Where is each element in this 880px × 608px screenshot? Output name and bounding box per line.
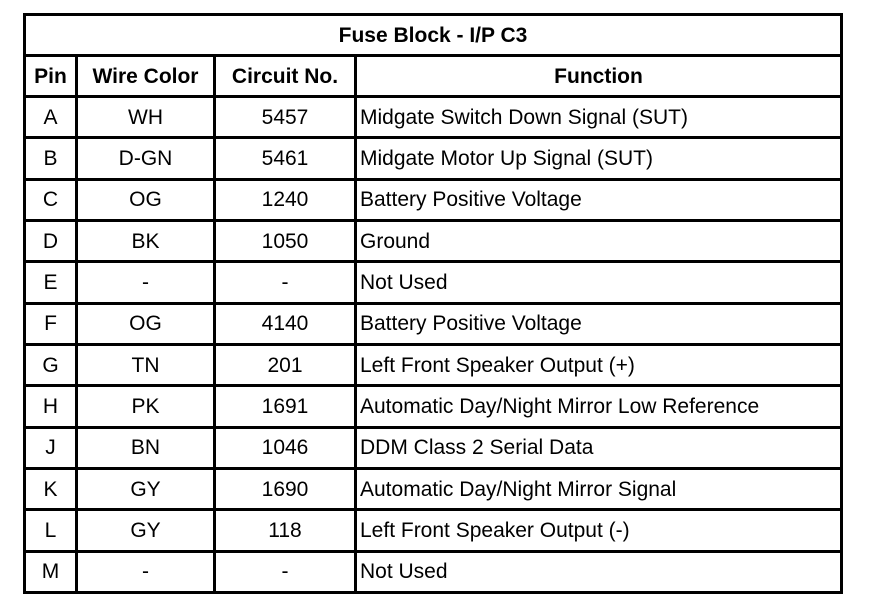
pin-cell: E (23, 260, 78, 305)
pin-cell: B (23, 136, 78, 181)
wire-color-cell: - (75, 549, 216, 595)
table-row: K GY 1690 Automatic Day/Night Mirror Signal (23, 466, 843, 512)
wire-color-cell: GY (75, 508, 216, 553)
function-cell: Automatic Day/Night Mirror Signal (354, 466, 843, 512)
circuit-no-cell: - (213, 260, 357, 305)
wire-color-cell: BN (75, 425, 216, 470)
wire-color-cell: D-GN (75, 136, 216, 181)
function-cell: Automatic Day/Night Mirror Low Reference (354, 384, 843, 429)
table-row: B D-GN 5461 Midgate Motor Up Signal (SUT) (23, 136, 843, 181)
function-cell: Ground (354, 218, 843, 264)
circuit-no-cell: 1050 (213, 218, 357, 264)
function-cell: Not Used (354, 260, 843, 305)
pin-cell: L (23, 508, 78, 553)
circuit-no-cell: 1690 (213, 466, 357, 512)
circuit-no-cell: 5461 (213, 136, 357, 181)
table-row: D BK 1050 Ground (23, 218, 843, 264)
pin-cell: M (23, 549, 78, 595)
header-pin: Pin (23, 54, 78, 98)
header-wire-color: Wire Color (75, 54, 216, 98)
function-cell: Midgate Switch Down Signal (SUT) (354, 94, 843, 140)
circuit-no-cell: 118 (213, 508, 357, 553)
pin-cell: C (23, 177, 78, 222)
title-row: Fuse Block - I/P C3 (23, 13, 843, 57)
wire-color-cell: WH (75, 94, 216, 140)
circuit-no-cell: 1691 (213, 384, 357, 429)
function-cell: Battery Positive Voltage (354, 301, 843, 346)
circuit-no-cell: 201 (213, 342, 357, 388)
pin-cell: K (23, 466, 78, 512)
pin-cell: F (23, 301, 78, 346)
wire-color-cell: OG (75, 177, 216, 222)
header-row: Pin Wire Color Circuit No. Function (23, 54, 843, 98)
table-title: Fuse Block - I/P C3 (23, 13, 843, 57)
circuit-no-cell: 1240 (213, 177, 357, 222)
function-cell: Battery Positive Voltage (354, 177, 843, 222)
table-row: G TN 201 Left Front Speaker Output (+) (23, 342, 843, 388)
wire-color-cell: GY (75, 466, 216, 512)
pin-cell: A (23, 94, 78, 140)
function-cell: Left Front Speaker Output (+) (354, 342, 843, 388)
pin-cell: H (23, 384, 78, 429)
wire-color-cell: TN (75, 342, 216, 388)
circuit-no-cell: 1046 (213, 425, 357, 470)
function-cell: DDM Class 2 Serial Data (354, 425, 843, 470)
table-row: F OG 4140 Battery Positive Voltage (23, 301, 843, 346)
wire-color-cell: OG (75, 301, 216, 346)
wire-color-cell: PK (75, 384, 216, 429)
circuit-no-cell: 4140 (213, 301, 357, 346)
table-row: H PK 1691 Automatic Day/Night Mirror Low Re… (23, 384, 843, 429)
circuit-no-cell: - (213, 549, 357, 595)
pin-cell: J (23, 425, 78, 470)
table-row: E - - Not Used (23, 260, 843, 305)
wire-color-cell: BK (75, 218, 216, 264)
function-cell: Not Used (354, 549, 843, 595)
pin-cell: D (23, 218, 78, 264)
table-row: M - - Not Used (23, 549, 843, 595)
function-cell: Left Front Speaker Output (-) (354, 508, 843, 553)
header-function: Function (354, 54, 843, 98)
wire-color-cell: - (75, 260, 216, 305)
table-row: J BN 1046 DDM Class 2 Serial Data (23, 425, 843, 470)
header-circuit-no: Circuit No. (213, 54, 357, 98)
table-row: L GY 118 Left Front Speaker Output (-) (23, 508, 843, 553)
circuit-no-cell: 5457 (213, 94, 357, 140)
table-row: C OG 1240 Battery Positive Voltage (23, 177, 843, 222)
function-cell: Midgate Motor Up Signal (SUT) (354, 136, 843, 181)
table-row: A WH 5457 Midgate Switch Down Signal (SUT) (23, 94, 843, 140)
connector-pinout-table: Fuse Block - I/P C3 Pin Wire Color Circu… (23, 13, 843, 595)
pin-cell: G (23, 342, 78, 388)
